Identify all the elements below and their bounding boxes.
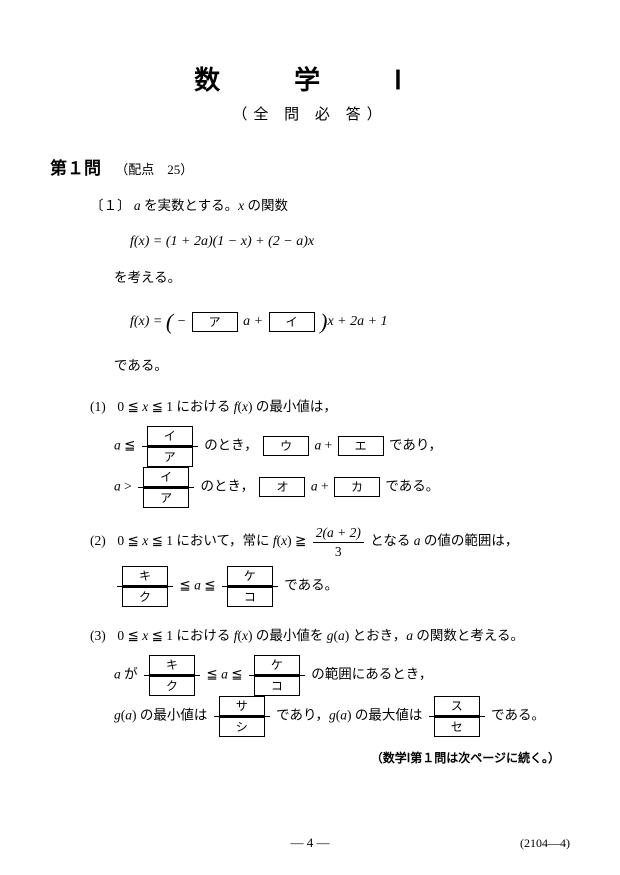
intro-text: a を実数とする。x の関数 [134, 198, 288, 213]
frac-i-a-1: イ ア [142, 426, 198, 467]
part2-lead: 0 ≦ x ≦ 1 において，常に f(x) ≧ 2(a + 2) 3 となる … [117, 533, 518, 548]
blank-e: エ [338, 436, 384, 456]
blank-ki: キ [122, 566, 168, 586]
blank-u: ウ [263, 436, 309, 456]
part-2: (2) 0 ≦ x ≦ 1 において，常に f(x) ≧ 2(a + 2) 3 … [90, 524, 570, 607]
blank-su: ス [434, 696, 480, 716]
blank-ku: ク [122, 587, 168, 607]
blank-shi: シ [219, 717, 265, 737]
blank-ke: ケ [227, 566, 273, 586]
part2-label: (2) [90, 528, 114, 554]
part1-lead: 0 ≦ x ≦ 1 における f(x) の最小値は， [117, 399, 337, 414]
part3-lead: 0 ≦ x ≦ 1 における f(x) の最小値を g(a) とおき，a の関数… [117, 628, 524, 643]
part1-lines: a ≦ イ ア のとき， ウ a + エ であり， a > イ ア のとき， オ… [114, 426, 570, 508]
exam-page: 数 学 Ⅰ （全 問 必 答） 第１問 （配点 25） 〔１〕 a を実数とする… [0, 0, 620, 799]
page-footer: — 4 — (2104—4) [0, 835, 620, 851]
continued-note: （数学Ⅰ第１問は次ページに続く。） [90, 747, 560, 770]
q1-label: 第１問 [50, 159, 101, 178]
part-3: (3) 0 ≦ x ≦ 1 における f(x) の最小値を g(a) とおき，a… [90, 623, 570, 737]
page-title: 数 学 Ⅰ [50, 60, 570, 97]
part2-range: キ ク ≦ a ≦ ケ コ である。 [114, 566, 570, 607]
part3-lines: a が キ ク ≦ a ≦ ケ コ の範囲にあるとき， g(a) の最小値は サ… [114, 655, 570, 737]
q1-body: 〔１〕 a を実数とする。x の関数 f(x) = (1 + 2a)(1 − x… [90, 193, 570, 769]
blank-o: オ [259, 477, 305, 497]
dearu-1: である。 [114, 353, 570, 379]
part1-label: (1) [90, 394, 114, 420]
question-1-header: 第１問 （配点 25） [50, 154, 570, 179]
expanded-form: f(x) = ( − ア a + イ )x + 2a + 1 [130, 301, 570, 343]
blank-a: ア [192, 312, 238, 332]
blank-se: セ [434, 717, 480, 737]
part-1: (1) 0 ≦ x ≦ 1 における f(x) の最小値は， a ≦ イ ア の… [90, 394, 570, 508]
consider-text: を考える。 [114, 265, 570, 291]
blank-ka: カ [334, 477, 380, 497]
function-definition: f(x) = (1 + 2a)(1 − x) + (2 − a)x [130, 229, 570, 256]
sub1-label: 〔１〕 [90, 198, 131, 213]
part3-label: (3) [90, 623, 114, 649]
q1-points: （配点 25） [115, 162, 193, 177]
blank-i: イ [269, 312, 315, 332]
blank-ko: コ [227, 587, 273, 607]
blank-sa: サ [219, 696, 265, 716]
frac-i-a-2: イ ア [138, 467, 194, 508]
document-id: (2104—4) [520, 836, 570, 851]
page-subtitle: （全 問 必 答） [50, 103, 570, 124]
